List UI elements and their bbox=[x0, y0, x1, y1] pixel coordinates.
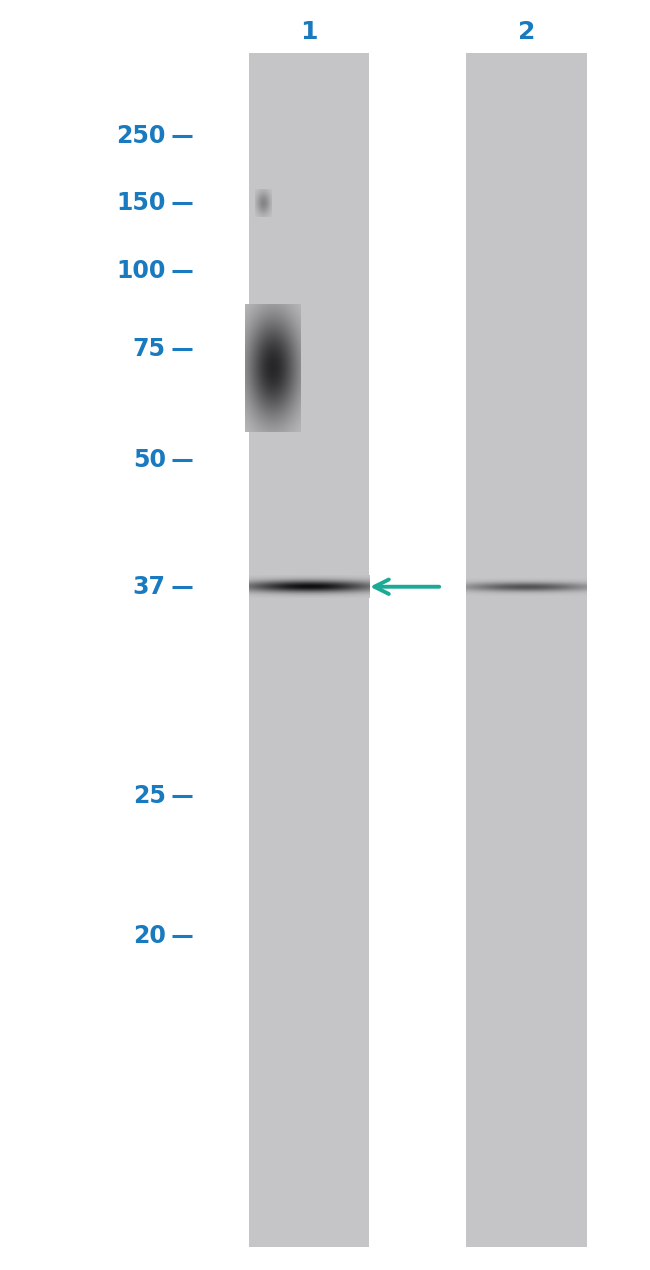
Text: 75: 75 bbox=[133, 338, 166, 361]
Text: 37: 37 bbox=[133, 575, 166, 598]
Text: 50: 50 bbox=[133, 448, 166, 471]
Text: 2: 2 bbox=[518, 20, 535, 43]
Bar bbox=[467, 53, 586, 1247]
Text: 250: 250 bbox=[116, 124, 166, 147]
Text: 150: 150 bbox=[116, 192, 166, 215]
Text: 1: 1 bbox=[300, 20, 317, 43]
Text: 20: 20 bbox=[133, 925, 166, 947]
Text: 100: 100 bbox=[116, 259, 166, 282]
Bar bbox=[248, 53, 369, 1247]
Text: 25: 25 bbox=[133, 785, 166, 808]
